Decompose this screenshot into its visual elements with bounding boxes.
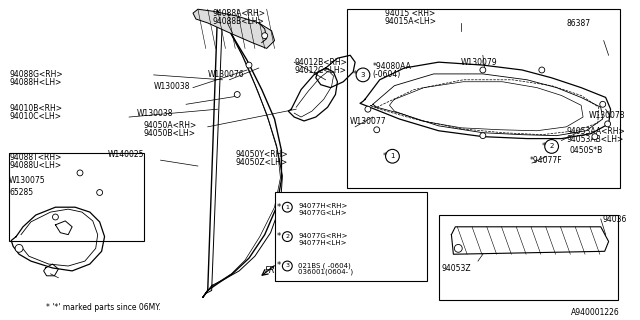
Text: W130076: W130076 — [208, 70, 244, 79]
Circle shape — [282, 261, 292, 271]
Bar — [438, 215, 618, 300]
Circle shape — [15, 244, 23, 252]
Text: 94050A<RH>: 94050A<RH> — [144, 121, 197, 130]
Text: W130038: W130038 — [154, 82, 190, 91]
Text: 94077G<RH>: 94077G<RH> — [298, 233, 348, 239]
Circle shape — [385, 149, 399, 163]
Bar — [9, 153, 144, 242]
Text: 94050Z<LH>: 94050Z<LH> — [236, 158, 287, 167]
Text: (-0604): (-0604) — [373, 70, 401, 79]
Text: 3: 3 — [361, 72, 365, 78]
Text: 94088G<RH>: 94088G<RH> — [9, 70, 63, 79]
Text: 94088U<LH>: 94088U<LH> — [9, 161, 61, 170]
Text: 036001(0604- ): 036001(0604- ) — [298, 269, 353, 276]
Text: 94088T<RH>: 94088T<RH> — [9, 153, 61, 162]
Text: W130075: W130075 — [9, 176, 46, 185]
Text: 94012C<LH>: 94012C<LH> — [294, 66, 346, 75]
Text: *94080AA: *94080AA — [373, 62, 412, 71]
Text: 94077H<LH>: 94077H<LH> — [298, 240, 347, 245]
Text: 021BS ( -0604): 021BS ( -0604) — [298, 262, 351, 268]
Text: *: * — [541, 142, 546, 151]
Text: 94050Y<RH>: 94050Y<RH> — [236, 150, 288, 159]
Circle shape — [77, 170, 83, 176]
Text: W130077: W130077 — [350, 117, 387, 126]
Text: *: * — [276, 232, 281, 241]
Text: W130079: W130079 — [461, 58, 498, 67]
Text: 94077H<RH>: 94077H<RH> — [298, 203, 348, 209]
Text: *: * — [353, 70, 357, 79]
Text: 2: 2 — [550, 143, 554, 149]
Text: *: * — [382, 152, 387, 161]
Text: *: * — [276, 261, 281, 270]
Text: 94077G<LH>: 94077G<LH> — [298, 210, 347, 216]
Circle shape — [454, 244, 462, 252]
Text: 94010B<RH>: 94010B<RH> — [9, 104, 62, 113]
Text: 94050B<LH>: 94050B<LH> — [144, 129, 196, 138]
Bar — [348, 9, 620, 188]
Circle shape — [592, 134, 598, 140]
Circle shape — [97, 189, 102, 196]
Text: 94053AB<LH>: 94053AB<LH> — [566, 135, 623, 144]
Text: * '*' marked parts since 06MY.: * '*' marked parts since 06MY. — [45, 303, 161, 312]
Circle shape — [234, 92, 240, 97]
Circle shape — [545, 140, 559, 153]
Circle shape — [356, 68, 370, 82]
Circle shape — [365, 106, 371, 112]
Circle shape — [282, 202, 292, 212]
Text: 2: 2 — [285, 234, 289, 239]
Circle shape — [480, 67, 486, 73]
Text: *: * — [276, 203, 281, 212]
Text: W130078: W130078 — [589, 111, 625, 120]
Polygon shape — [193, 9, 275, 48]
Circle shape — [480, 133, 486, 139]
Text: W140025: W140025 — [108, 150, 144, 159]
Circle shape — [605, 121, 611, 127]
Text: 94012B<RH>: 94012B<RH> — [294, 58, 347, 67]
Circle shape — [52, 214, 58, 220]
Text: 1: 1 — [390, 153, 395, 159]
Text: 3: 3 — [285, 263, 289, 268]
Text: 94010C<LH>: 94010C<LH> — [9, 112, 61, 121]
Text: *94077F: *94077F — [530, 156, 563, 165]
Text: 94088A<RH>: 94088A<RH> — [212, 9, 266, 18]
Text: 1: 1 — [285, 205, 289, 210]
Circle shape — [374, 127, 380, 133]
Circle shape — [262, 33, 268, 39]
Text: 94088H<LH>: 94088H<LH> — [9, 78, 61, 87]
Text: A940001226: A940001226 — [572, 308, 620, 317]
Text: FRONT: FRONT — [265, 266, 294, 276]
Text: 65285: 65285 — [9, 188, 33, 196]
Bar — [275, 193, 427, 281]
Text: 86387: 86387 — [566, 19, 591, 28]
Circle shape — [600, 101, 605, 107]
Text: W130038: W130038 — [137, 109, 173, 118]
Circle shape — [246, 62, 252, 68]
Text: 94053AA<RH>: 94053AA<RH> — [566, 127, 625, 136]
Circle shape — [539, 67, 545, 73]
Circle shape — [282, 232, 292, 242]
Text: 94015 <RH>: 94015 <RH> — [385, 9, 435, 18]
Text: 94088B<LH>: 94088B<LH> — [212, 17, 264, 26]
Text: 0450S*B: 0450S*B — [570, 147, 603, 156]
Text: 94015A<LH>: 94015A<LH> — [385, 17, 436, 26]
Text: 94036: 94036 — [603, 215, 627, 224]
Text: 94053Z: 94053Z — [442, 264, 471, 273]
